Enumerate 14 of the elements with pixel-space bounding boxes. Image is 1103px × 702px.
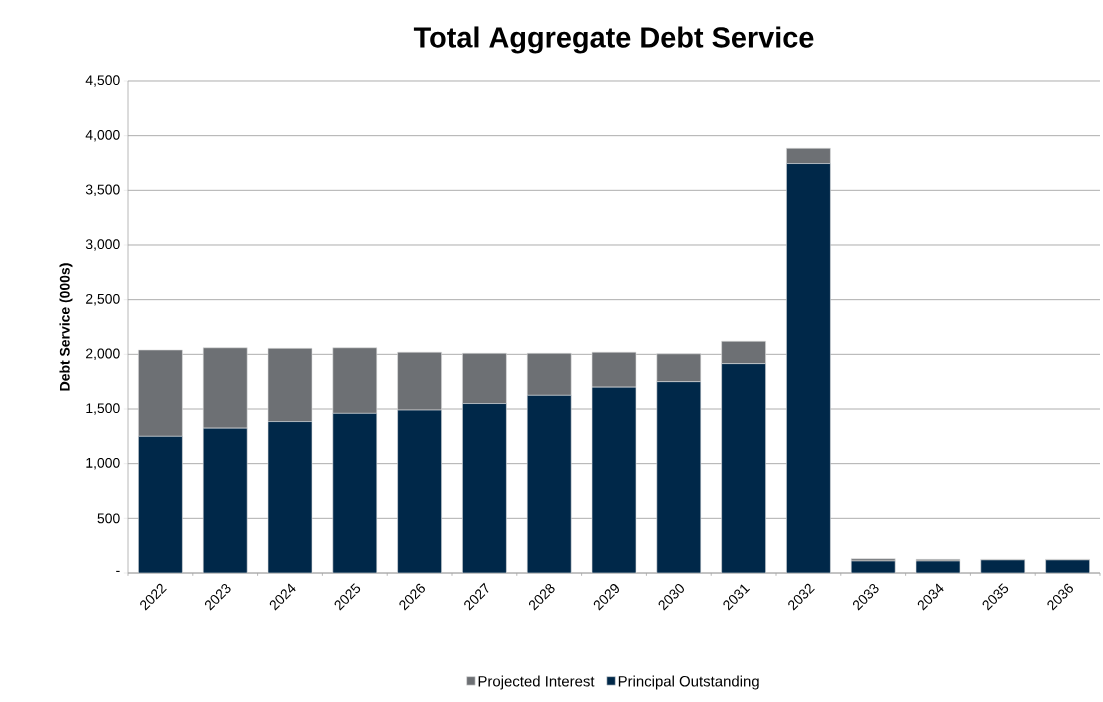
y-tick-label: 1,000 xyxy=(86,457,120,470)
y-tick-label: - xyxy=(116,570,120,572)
y-tick-label: 500 xyxy=(97,513,120,524)
legend-label: Projected Interest xyxy=(478,675,595,690)
y-tick-label: 2,500 xyxy=(86,293,120,306)
y-tick-label: 3,000 xyxy=(85,239,120,251)
legend-label: Principal Outstanding xyxy=(618,675,759,690)
y-tick-label: 3,500 xyxy=(85,184,120,197)
y-tick-label: 2,000 xyxy=(86,348,120,361)
y-tick-label: 1,500 xyxy=(86,403,120,415)
chart-title: Total Aggregate Debt Service xyxy=(413,26,814,54)
y-axis-title: Debt Service (000s) xyxy=(59,263,73,391)
y-tick-label: 4,500 xyxy=(85,75,120,87)
y-tick-label: 4,000 xyxy=(85,129,120,142)
